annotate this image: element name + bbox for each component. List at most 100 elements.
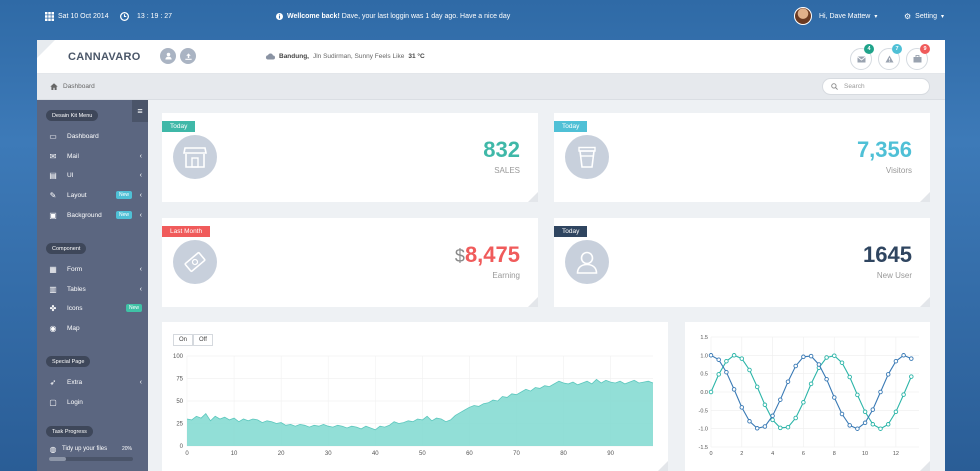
hamburger-icon: ≡ — [137, 106, 143, 116]
task-item[interactable]: ◍ Tidy up your files 20% — [47, 442, 142, 456]
data-point — [785, 424, 791, 430]
user-icon — [565, 240, 609, 284]
x-tick-label: 12 — [893, 451, 899, 457]
y-tick-label: 0 — [180, 444, 184, 450]
chevron-left-icon: ‹ — [139, 265, 142, 273]
sidebar: ≡ Desain Kit Menu ▭ Dashboard ✉ Mail ‹ ▤ UI ‹… — [37, 100, 148, 471]
toggle-on-button[interactable]: On — [173, 334, 194, 346]
toggle-off-button[interactable]: Off — [193, 334, 213, 346]
sidebar-item-form[interactable]: ▦ Form ‹ — [47, 262, 142, 276]
card-tag: Today — [162, 121, 196, 132]
data-point — [885, 422, 891, 427]
sidebar-item-background[interactable]: ▣ Background New ‹ — [47, 208, 142, 222]
app-window: CANNAVARO Bandung, Jln Sudirman, Sunny F… — [37, 40, 945, 471]
area-chart: 0 25 50 75 100 0 10 20 30 40 50 60 70 80 90 — [173, 354, 654, 457]
data-point — [862, 420, 868, 426]
data-point — [785, 379, 791, 384]
pencil-icon: ✎ — [49, 190, 57, 200]
data-point — [893, 409, 899, 415]
sidebar-item-login[interactable]: ▢ Login — [47, 395, 142, 409]
data-point — [901, 392, 906, 397]
globe-icon: ◍ — [49, 444, 57, 454]
y-tick-label: 50 — [176, 399, 183, 405]
sidebar-item-label: Form — [67, 265, 83, 273]
area-series-line — [186, 378, 654, 431]
y-tick-label: -1.5 — [699, 445, 708, 451]
data-point — [870, 422, 876, 427]
card-tag: Today — [554, 226, 588, 237]
user-menu[interactable]: Hi, Dave Mattew ▾ — [794, 0, 877, 32]
warning-notification[interactable]: 7 — [878, 44, 902, 70]
brand-fold — [37, 40, 55, 58]
y-tick-label: 0.0 — [700, 390, 708, 396]
task-label: Tidy up your files — [62, 446, 108, 452]
data-point — [770, 417, 775, 423]
info-icon — [276, 12, 283, 20]
data-point — [824, 355, 829, 360]
header: CANNAVARO Bandung, Jln Sudirman, Sunny F… — [37, 40, 945, 74]
stat-value: 7,356 — [856, 137, 912, 162]
chart-toggle: On Off — [173, 334, 213, 346]
search-input[interactable]: Search — [822, 78, 930, 95]
data-point — [824, 376, 829, 382]
breadcrumb-dashboard[interactable]: Dashboard — [63, 83, 95, 90]
chevron-left-icon: ‹ — [139, 285, 142, 293]
data-point — [801, 354, 806, 360]
sidebar-item-map[interactable]: ◉ Map — [47, 321, 142, 335]
x-tick-label: 0 — [709, 451, 712, 457]
sidebar-item-layout[interactable]: ✎ Layout New ‹ — [47, 188, 142, 202]
settings-label: Setting — [915, 12, 937, 20]
y-tick-label: -0.5 — [699, 408, 708, 414]
data-point — [808, 353, 814, 359]
card-fold — [528, 297, 538, 307]
users-button[interactable] — [160, 48, 176, 64]
data-point — [885, 372, 891, 377]
cup-icon — [565, 135, 609, 179]
mail-icon: ✉ — [49, 151, 57, 161]
avatar — [794, 7, 812, 25]
data-point — [839, 360, 845, 365]
settings-menu[interactable]: ⚙ Setting ▾ — [904, 0, 944, 32]
home-icon[interactable] — [50, 83, 58, 90]
stat-value: $8,475 — [455, 242, 520, 268]
sidebar-section-desain-kit: Desain Kit Menu — [46, 110, 99, 121]
time-display: 13 : 19 : 27 — [120, 0, 172, 32]
mail-notification[interactable]: 4 — [850, 44, 874, 70]
chevron-down-icon: ▾ — [874, 13, 878, 20]
date-text: Sat 10 Oct 2014 — [58, 12, 109, 20]
data-point — [716, 357, 721, 362]
data-point — [832, 395, 837, 400]
x-tick-label: 8 — [833, 451, 836, 457]
x-tick-label: 20 — [278, 451, 285, 457]
data-point — [754, 426, 760, 431]
search-icon — [831, 83, 838, 90]
sidebar-item-mail[interactable]: ✉ Mail ‹ — [47, 149, 142, 163]
data-point — [878, 426, 883, 431]
date-display: Sat 10 Oct 2014 — [45, 0, 109, 32]
y-tick-label: 0.5 — [700, 372, 708, 378]
sidebar-item-dashboard[interactable]: ▭ Dashboard — [47, 129, 142, 143]
data-point — [708, 389, 714, 395]
weather-widget: Bandung, Jln Sudirman, Sunny Feels Like … — [265, 53, 425, 60]
menu-toggle-button[interactable]: ≡ — [132, 100, 148, 122]
x-tick-label: 6 — [802, 451, 805, 457]
sidebar-item-ui[interactable]: ▤ UI ‹ — [47, 168, 142, 182]
sidebar-item-extra[interactable]: ➶ Extra ‹ — [47, 375, 142, 389]
stat-label: Earning — [492, 271, 520, 280]
sidebar-section-task-progress: Task Progress — [46, 426, 93, 437]
sidebar-item-tables[interactable]: ▥ Tables ‹ — [47, 282, 142, 296]
data-point — [778, 425, 783, 431]
sidebar-item-icons[interactable]: ✤ Icons New — [47, 301, 142, 315]
task-progress-bar — [49, 457, 133, 461]
briefcase-notification[interactable]: 9 — [906, 44, 930, 70]
stat-label: New User — [876, 271, 912, 280]
x-tick-label: 2 — [740, 451, 743, 457]
card-fold — [528, 192, 538, 202]
notification-badge: 7 — [892, 44, 902, 54]
data-point — [731, 387, 737, 392]
y-tick-label: -1.0 — [699, 427, 708, 433]
upload-button[interactable] — [180, 48, 196, 64]
brand-logo[interactable]: CANNAVARO — [68, 51, 141, 63]
sidebar-item-label: Tables — [67, 285, 86, 293]
y-tick-label: 25 — [176, 422, 183, 428]
